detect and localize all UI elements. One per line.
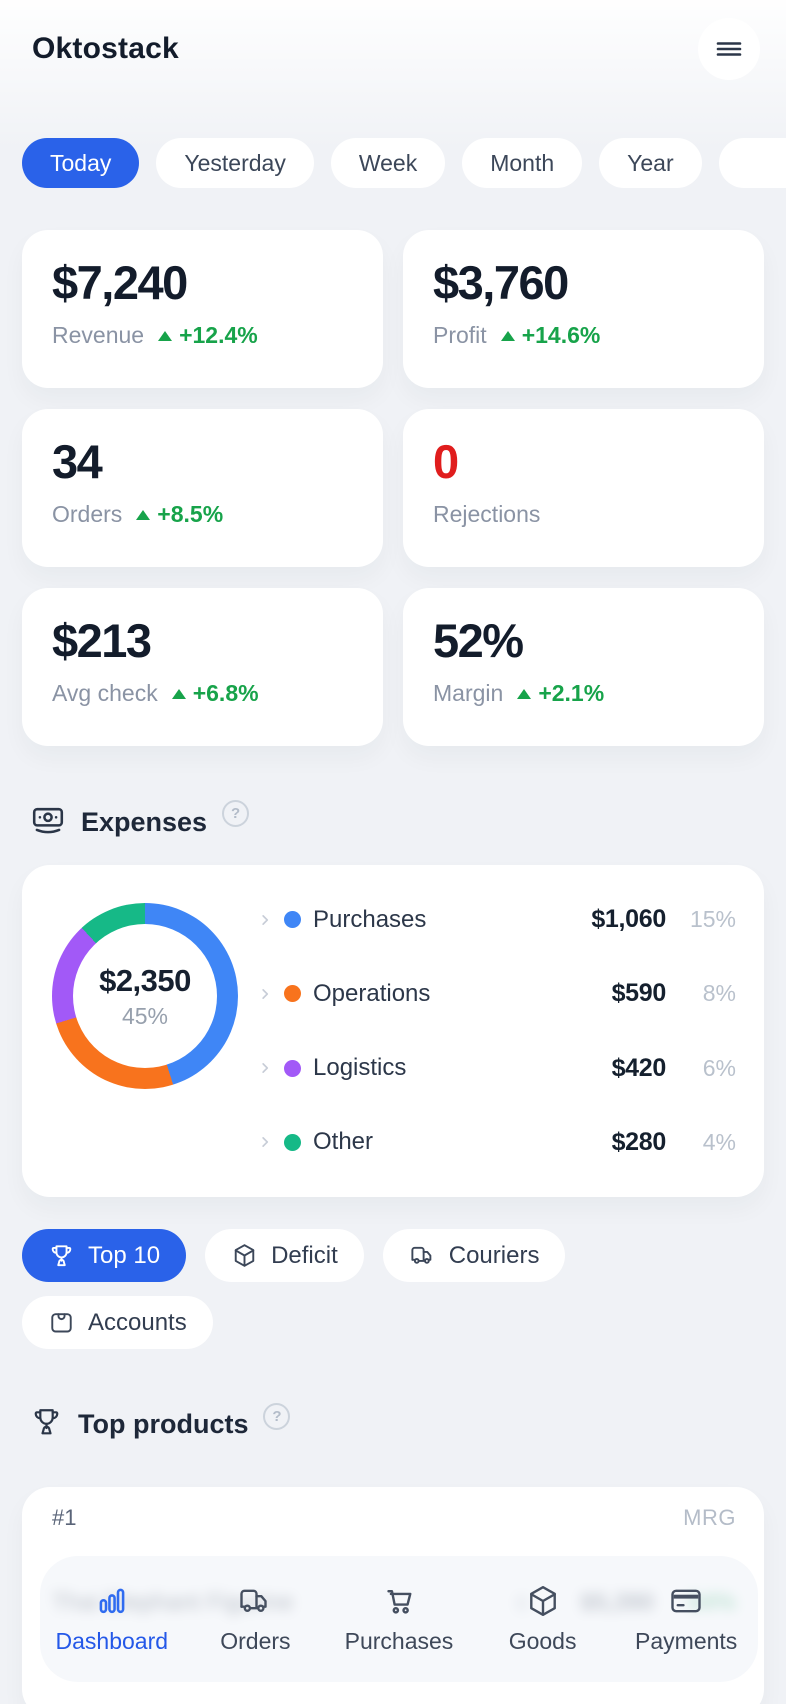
stat-change: +14.6% [521,322,601,349]
trophy-icon [30,1405,63,1443]
legend-dot [284,1133,301,1151]
credit-card-icon [668,1583,704,1619]
cart-icon [381,1583,417,1619]
period-tab-week[interactable]: Week [330,138,446,188]
bar-chart-icon [94,1583,130,1619]
nav-item-payments[interactable]: Payments [614,1583,758,1655]
tab-couriers[interactable]: Couriers [382,1229,566,1282]
donut-center-value: $2,350 [99,962,191,998]
tab-deficit[interactable]: Deficit [205,1229,364,1282]
expenses-section-header: Expenses [22,800,764,843]
menu-button[interactable] [698,18,760,80]
stats-grid: $7,240 Revenue +12.4% $3,760 Profit +14.… [22,230,764,746]
stat-label: Revenue [52,322,145,349]
stat-card-orders: 34 Orders +8.5% [22,409,383,567]
column-header-mrg: MRG [683,1505,736,1530]
chevron-right-icon [256,985,274,1003]
stat-label: Rejections [433,501,541,528]
period-tab-month[interactable]: Month [462,138,583,188]
up-arrow-icon [171,688,186,699]
expenses-title: Expenses [81,807,208,837]
chevron-right-icon [256,1133,274,1151]
stat-label: Profit [433,322,487,349]
nav-item-goods[interactable]: Goods [471,1583,615,1655]
up-arrow-icon [517,688,532,699]
bottom-nav: Dashboard Orders [40,1556,758,1682]
expenses-legend: Purchases $1,060 15% Operations $590 8% [256,905,736,1157]
period-tabs: Today Yesterday Week Month Year [22,138,786,188]
stat-card-rejections: 0 Rejections [403,409,764,567]
cube-icon [231,1242,258,1269]
up-arrow-icon [158,330,173,341]
cube-icon [525,1583,561,1619]
truck-icon [409,1242,436,1269]
help-icon[interactable] [222,800,250,827]
stat-card-avg-check: $213 Avg check +6.8% [22,588,383,746]
stat-change: +2.1% [538,680,605,707]
tab-top-10[interactable]: Top 10 [22,1229,187,1282]
period-tab-today[interactable]: Today [22,138,140,188]
stat-value: $3,760 [433,256,569,309]
stat-card-margin: 52% Margin +2.1% [403,588,764,746]
nav-item-purchases[interactable]: Purchases [327,1583,471,1655]
help-icon[interactable] [263,1403,291,1430]
stat-value: 34 [52,435,103,488]
period-tab-partial[interactable] [718,138,786,188]
trophy-icon [48,1242,75,1269]
stat-value: $7,240 [52,256,188,309]
legend-dot [284,985,301,1003]
product-rank: #1 [52,1505,77,1530]
expenses-card: $2,350 45% Purchases $1,060 15% [22,865,764,1197]
section-tabs-row-2: Accounts [22,1296,764,1349]
wallet-icon [48,1309,75,1336]
hamburger-icon [714,37,744,61]
period-tab-yesterday[interactable]: Yesterday [156,138,314,188]
stat-label: Avg check [52,680,158,707]
stat-card-revenue: $7,240 Revenue +12.4% [22,230,383,388]
nav-item-dashboard[interactable]: Dashboard [40,1583,184,1655]
legend-row-logistics[interactable]: Logistics $420 6% [256,1054,736,1083]
banknote-icon [30,802,66,843]
stat-change: +6.8% [192,680,259,707]
legend-row-operations[interactable]: Operations $590 8% [256,979,736,1008]
chevron-right-icon [256,911,274,929]
stat-change: +12.4% [179,322,258,349]
top-products-section-header: Top products [22,1403,764,1443]
legend-row-purchases[interactable]: Purchases $1,060 15% [256,905,736,934]
truck-icon [237,1583,273,1619]
tab-accounts[interactable]: Accounts [22,1296,213,1349]
donut-center-percent: 45% [121,1002,169,1029]
app-header: Oktostack [22,0,764,82]
period-tab-year[interactable]: Year [599,138,702,188]
legend-dot [284,911,301,928]
section-tabs-row-1: Top 10 Deficit [22,1229,764,1282]
stat-label: Orders [52,501,123,528]
legend-row-other[interactable]: Other $280 4% [256,1128,736,1157]
stat-value: 52% [433,614,524,667]
top-products-title: Top products [78,1408,249,1439]
stat-value: $213 [52,614,152,667]
stat-card-profit: $3,760 Profit +14.6% [403,230,764,388]
app-title: Oktostack [32,32,179,65]
expenses-donut-chart: $2,350 45% [52,903,238,1089]
stat-change: +8.5% [157,501,224,528]
up-arrow-icon [136,509,151,520]
stat-label: Margin [433,680,504,707]
up-arrow-icon [500,330,515,341]
stat-value: 0 [433,435,459,488]
chevron-right-icon [256,1059,274,1077]
legend-dot [284,1059,301,1077]
nav-item-orders[interactable]: Orders [184,1583,328,1655]
